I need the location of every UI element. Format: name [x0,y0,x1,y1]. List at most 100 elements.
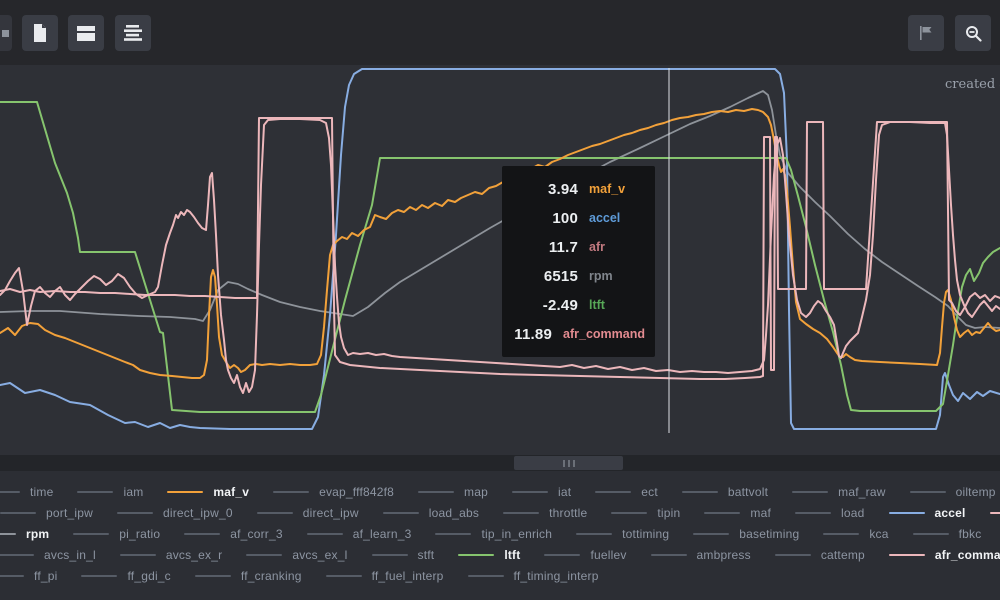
legend-label: accel [934,505,966,520]
cursor-tooltip: 3.94 maf_v 100 accel 11.7 afr 6515 rpm -2.49 ltft… [502,166,655,357]
legend-label: afr_command [934,547,1000,562]
scrollbar-grip-icon [562,459,565,467]
toolbar-button-partial[interactable] [0,15,12,51]
chart-scrollbar-thumb[interactable] [514,456,623,470]
legend-item-iat[interactable]: iat [511,485,571,499]
legend-item-accel[interactable]: accel [888,505,966,520]
chart-scrollbar-track[interactable] [0,455,1000,471]
legend-item-oiltemp[interactable]: oiltemp [909,485,996,499]
legend-item-port_ipw[interactable]: port_ipw [0,506,93,520]
legend-item-stft[interactable]: stft [371,548,435,562]
legend-line-icon [888,553,925,556]
legend-item-throttle[interactable]: throttle [503,506,587,520]
legend-label: rpm [26,526,50,541]
new-file-button[interactable] [22,15,58,51]
legend-label: direct_ipw [302,505,359,520]
legend-item-ff_fuel_interp[interactable]: ff_fuel_interp [325,568,444,583]
legend-line-icon [693,532,730,535]
list-view-button[interactable] [115,15,151,51]
chart-area[interactable]: created at 3.94 maf_v 100 accel 11.7 afr 6515 r… [0,65,1000,455]
legend-line-icon [704,511,741,514]
legend-line-icon [246,553,283,556]
legend-item-avcs_ex_l[interactable]: avcs_ex_l [246,548,347,562]
legend-item-ff_pi[interactable]: ff_pi [0,569,57,583]
legend-line-icon [467,574,504,577]
legend-label: kca [869,526,889,541]
legend-item-af_learn_3[interactable]: af_learn_3 [306,527,412,541]
legend-line-icon [0,553,34,556]
legend-item-evap_fff842f8[interactable]: evap_fff842f8 [273,485,394,499]
tooltip-row-accel: 100 accel [512,207,645,229]
legend-item-ect[interactable]: ect [595,485,658,499]
tooltip-value: 100 [552,209,578,227]
tooltip-row-maf_v: 3.94 maf_v [512,178,645,200]
legend-line-icon [595,490,632,493]
legend-item-iam[interactable]: iam [77,485,143,499]
legend-item-fuellev[interactable]: fuellev [544,548,626,562]
legend-item-load[interactable]: load [795,506,865,520]
tooltip-row-ltft: -2.49 ltft [512,294,645,316]
legend-line-icon [989,511,1000,514]
legend-item-basetiming[interactable]: basetiming [693,527,799,541]
legend-line-icon [371,553,408,556]
tooltip-value: 6515 [543,267,578,285]
created-at-label: created at [945,77,1000,92]
legend-label: fuellev [590,547,627,562]
legend-row: avcs_in_l avcs_ex_r avcs_ex_l stft ltft fuell… [0,544,1000,565]
legend-item-cattemp[interactable]: cattemp [774,548,865,562]
legend-label: ff_fuel_interp [371,568,444,583]
legend-line-icon [435,532,472,535]
legend-item-avcs_in_l[interactable]: avcs_in_l [0,548,96,562]
zoom-out-button[interactable] [955,15,991,51]
legend-item-time[interactable]: time [0,485,53,499]
legend-line-icon [681,490,718,493]
legend-item-maf[interactable]: maf [704,506,771,520]
tooltip-value: -2.49 [542,296,578,314]
legend-item-tottiming[interactable]: tottiming [576,527,669,541]
legend-line-icon [611,511,648,514]
legend-line-icon [273,490,310,493]
legend-line-icon [167,490,204,493]
legend-line-icon [0,574,24,577]
file-icon [34,24,46,42]
legend-item-fbkc[interactable]: fbkc [912,527,982,541]
legend-item-pi_ratio[interactable]: pi_ratio [73,527,160,541]
series-line-ltft [0,101,1000,413]
legend-item-direct_ipw[interactable]: direct_ipw [256,505,359,520]
legend-item-ff_gdi_c[interactable]: ff_gdi_c [81,569,171,583]
tooltip-label: accel [589,211,621,225]
legend-item-ambpress[interactable]: ambpress [650,547,751,562]
flag-button[interactable] [908,15,944,51]
zoom-out-icon [965,25,982,42]
legend-item-tip_in_enrich[interactable]: tip_in_enrich [435,527,552,541]
legend-label: ect [641,484,658,499]
legend-item-afr[interactable]: afr [989,506,1000,520]
legend-item-ff_cranking[interactable]: ff_cranking [194,569,302,583]
legend-label: ambpress [696,547,751,562]
legend-item-af_corr_3[interactable]: af_corr_3 [184,527,283,541]
legend-line-icon [544,553,581,556]
legend-item-maf_v[interactable]: maf_v [167,485,249,499]
legend-item-direct_ipw_0[interactable]: direct_ipw_0 [116,506,233,520]
legend-label: maf_v [213,484,250,499]
legend-label: avcs_ex_l [292,547,348,562]
legend-item-load_abs[interactable]: load_abs [382,506,479,520]
tooltip-value: 3.94 [548,180,578,198]
layout-view-button[interactable] [68,15,104,51]
legend-item-afr_command[interactable]: afr_command [888,547,1000,562]
legend-line-icon [73,532,110,535]
legend-line-icon [382,511,419,514]
legend-line-icon [792,490,829,493]
legend-item-avcs_ex_r[interactable]: avcs_ex_r [119,548,223,562]
legend-item-rpm[interactable]: rpm [0,527,49,541]
legend-label: ltft [504,547,521,562]
chart-plot [0,68,1000,433]
legend-item-kca[interactable]: kca [823,527,888,541]
legend-item-ltft[interactable]: ltft [458,548,520,562]
legend-item-tipin[interactable]: tipin [611,506,680,520]
series-line-afr [0,118,1000,394]
legend-item-maf_raw[interactable]: maf_raw [792,485,885,499]
legend-item-ff_timing_interp[interactable]: ff_timing_interp [467,569,599,583]
legend-item-map[interactable]: map [418,485,488,499]
legend-item-battvolt[interactable]: battvolt [681,485,768,499]
